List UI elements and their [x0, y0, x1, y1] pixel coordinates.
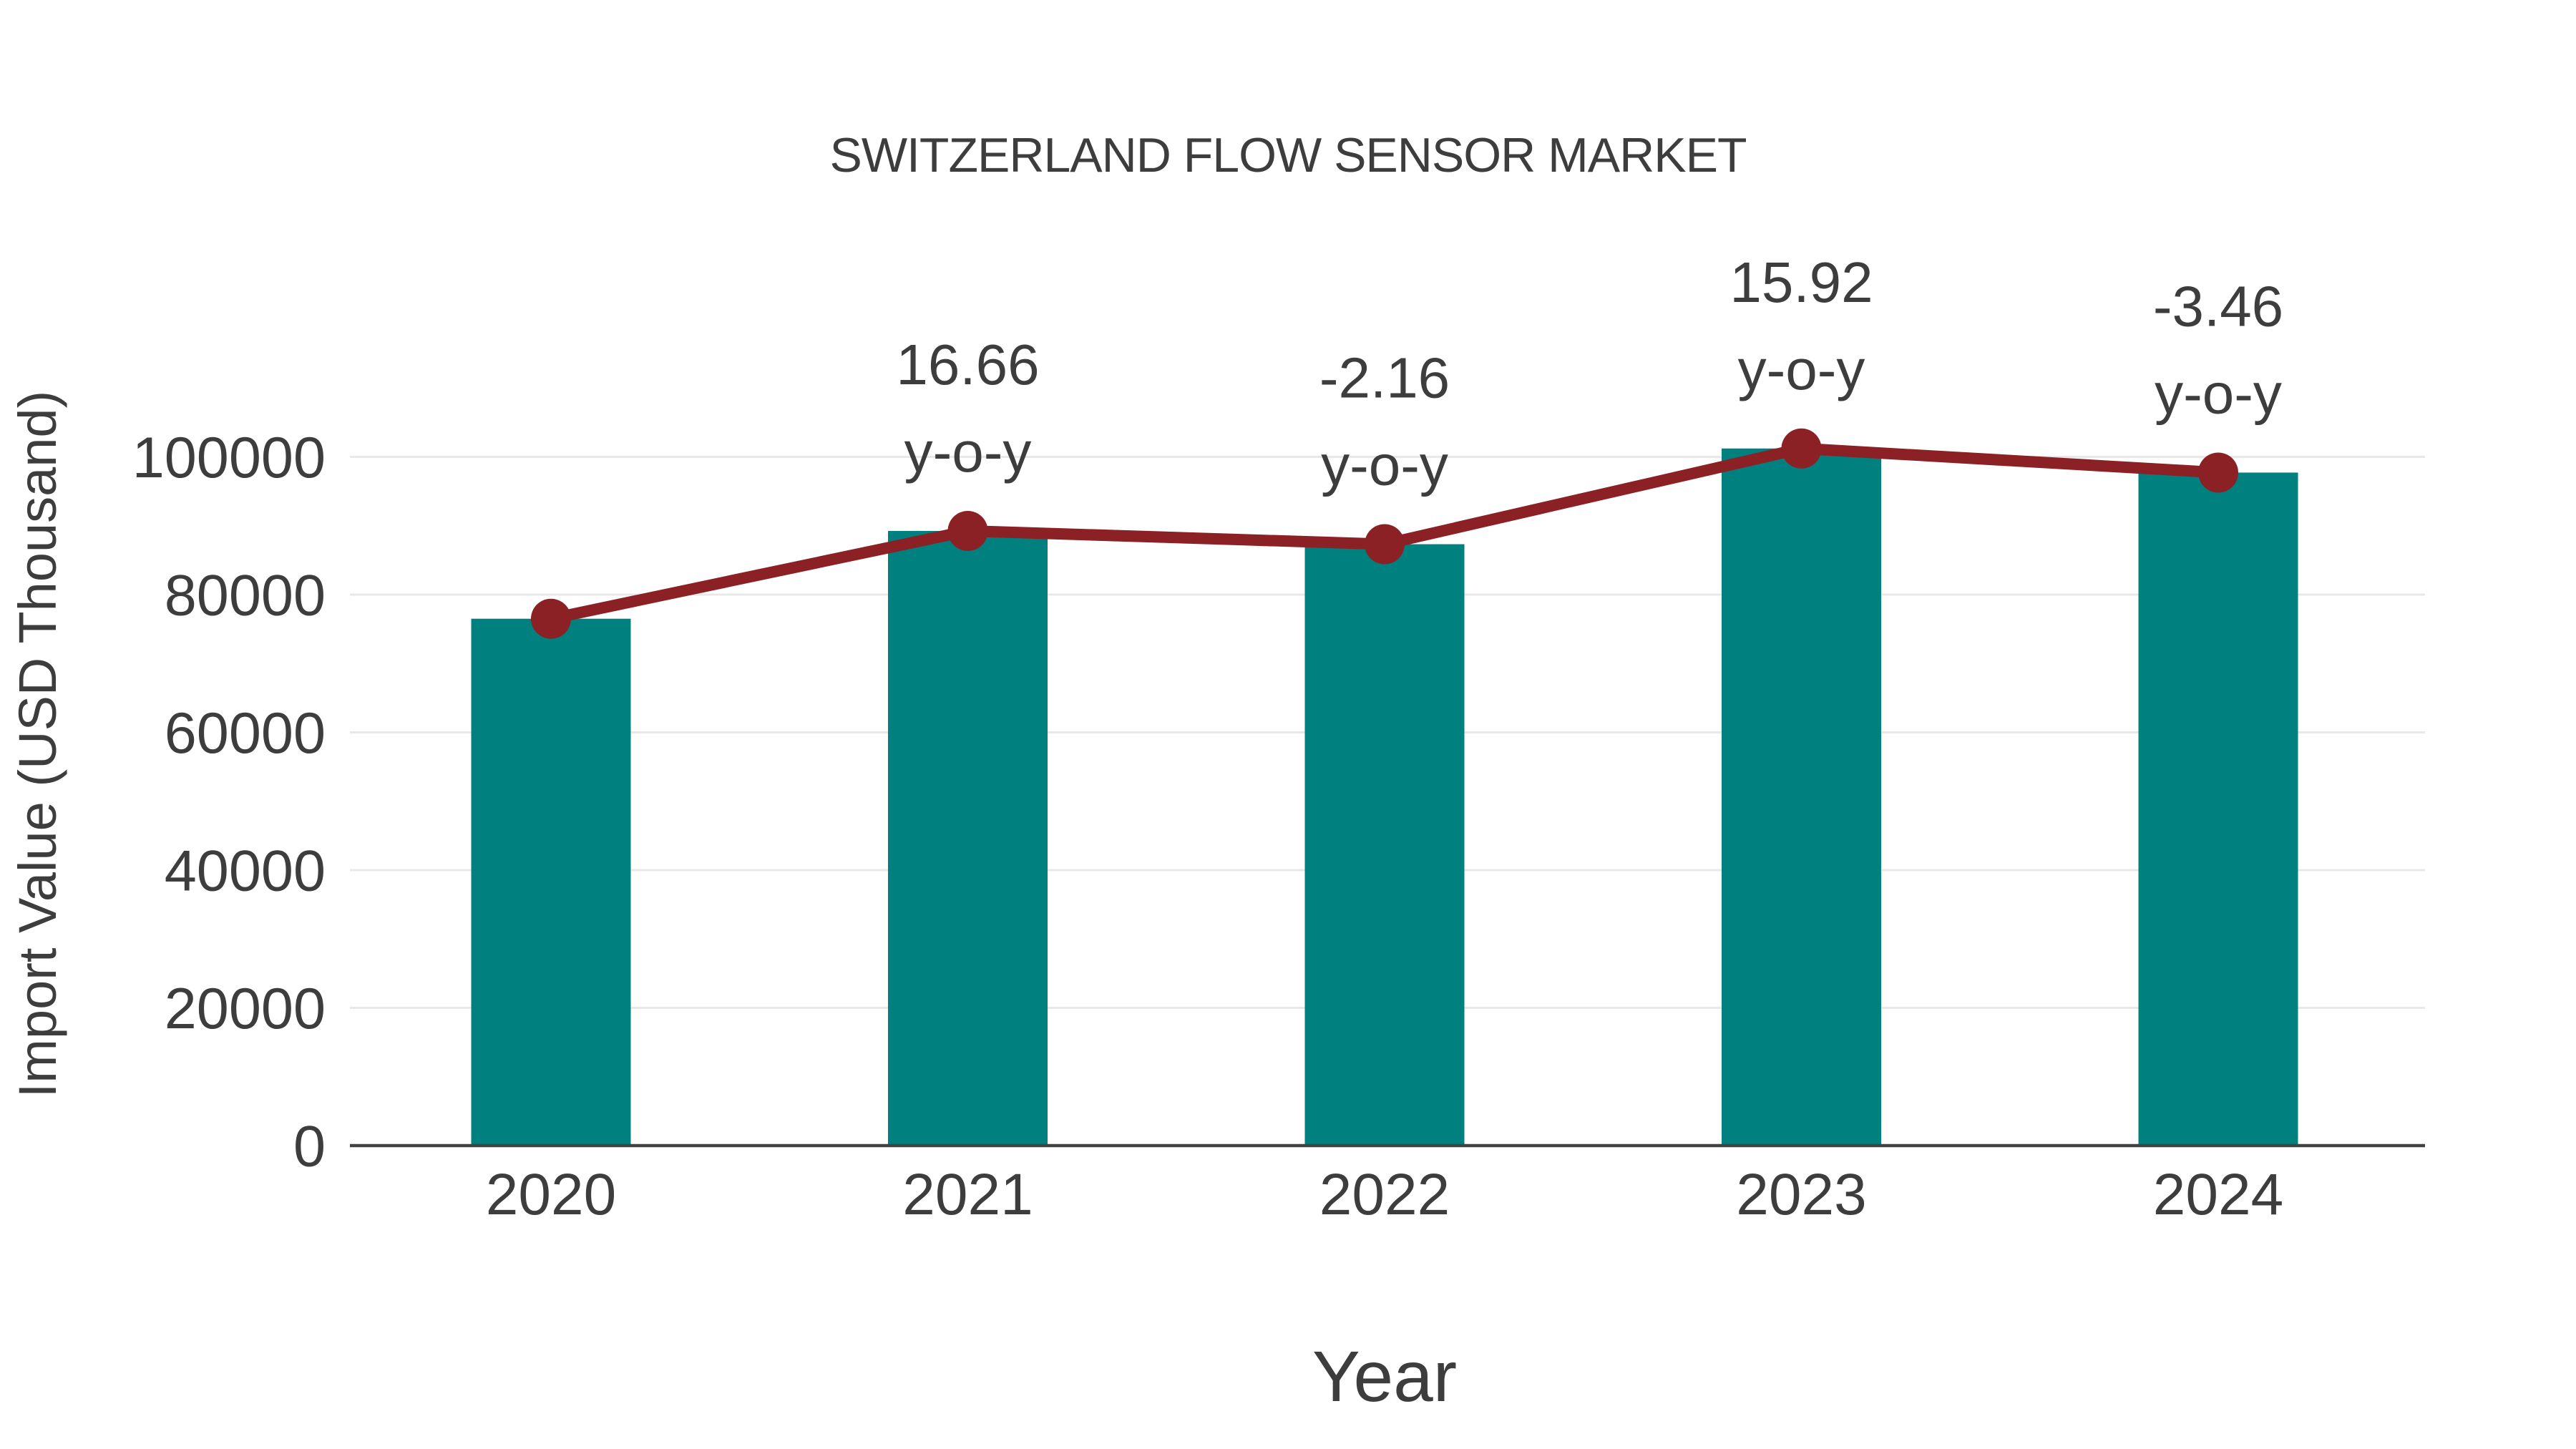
x-axis-title: Year	[1312, 1337, 1457, 1417]
x-tick-label: 2021	[902, 1162, 1033, 1227]
y-tick-label: 20000	[165, 977, 326, 1041]
x-tick-label: 2024	[2153, 1162, 2283, 1227]
annotation-suffix-2024: y-o-y	[2155, 361, 2282, 425]
bar-2024	[2138, 472, 2298, 1146]
bars	[471, 448, 2298, 1146]
annotation-suffix-2023: y-o-y	[1738, 338, 1865, 401]
markers	[531, 428, 2238, 639]
x-tick-label: 2023	[1736, 1162, 1866, 1227]
y-tick-label: 100000	[132, 426, 326, 490]
y-tick-label: 40000	[165, 839, 326, 903]
annotation-value-2023: 15.92	[1729, 250, 1873, 314]
x-tick-label: 2022	[1319, 1162, 1450, 1227]
chart-title: SWITZERLAND FLOW SENSOR MARKET	[830, 128, 1747, 182]
x-tick-labels: 2020 2021 2022 2023 2024	[486, 1162, 2283, 1227]
y-axis-title: Import Value (USD Thousand)	[8, 391, 67, 1098]
annotation-value-2022: -2.16	[1319, 346, 1450, 410]
annotation-suffix-2021: y-o-y	[904, 420, 1032, 484]
bar-2020	[471, 618, 631, 1146]
x-tick-label: 2020	[486, 1162, 616, 1227]
marker-2021	[947, 510, 988, 551]
annotations: 16.66 y-o-y -2.16 y-o-y 15.92 y-o-y -3.46 y-o-y	[896, 250, 2283, 497]
annotation-value-2021: 16.66	[896, 333, 1039, 396]
annotation-value-2024: -3.46	[2153, 274, 2283, 338]
marker-2020	[531, 598, 571, 639]
bar-2021	[888, 530, 1048, 1146]
y-tick-labels: 0 20000 40000 60000 80000 100000	[132, 426, 326, 1179]
y-tick-label: 0	[293, 1114, 326, 1179]
y-tick-label: 80000	[165, 563, 326, 628]
y-tick-label: 60000	[165, 701, 326, 766]
marker-2022	[1365, 524, 1405, 565]
bar-2022	[1304, 544, 1465, 1146]
marker-2024	[2198, 452, 2238, 493]
bar-2023	[1722, 448, 1881, 1146]
annotation-suffix-2022: y-o-y	[1321, 434, 1448, 497]
marker-2023	[1781, 428, 1822, 469]
